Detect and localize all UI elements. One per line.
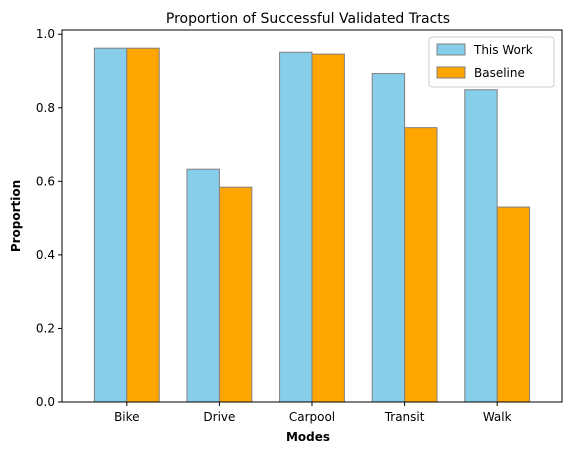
x-tick-label: Walk [483, 410, 512, 424]
bars-layer [93, 47, 531, 403]
y-tick-label: 0.4 [36, 248, 55, 262]
plot-area: 0.0 0.2 0.4 0.6 0.8 1.0 Bike Drive Carpool Trans… [36, 27, 563, 424]
x-tick-label: Carpool [289, 410, 335, 424]
bar-baseline-drive [218, 186, 253, 403]
bar-this-work-transit [371, 73, 406, 403]
bar-baseline-carpool [311, 53, 345, 403]
legend-swatch-this-work [436, 43, 466, 56]
bar-baseline-bike [126, 47, 160, 403]
x-tick-label: Drive [203, 410, 235, 424]
y-tick-label: 0.8 [36, 101, 55, 115]
bar-baseline-walk [496, 206, 531, 403]
y-tick-label: 0.6 [36, 174, 55, 188]
bar-this-work-carpool [279, 51, 313, 403]
y-axis-label: Proportion [9, 180, 23, 252]
y-ticks-layer: 0.0 0.2 0.4 0.6 0.8 1.0 [36, 27, 62, 409]
legend-swatch-baseline [436, 66, 466, 79]
y-tick-label: 0.0 [36, 395, 55, 409]
x-tick-label: Bike [114, 410, 139, 424]
x-ticks-layer: Bike Drive Carpool Transit Walk [114, 402, 512, 424]
chart-title: Proportion of Successful Validated Tract… [166, 11, 450, 27]
bar-this-work-bike [93, 47, 128, 403]
y-tick-label: 1.0 [36, 27, 55, 41]
bar-this-work-walk [464, 89, 498, 403]
x-axis-label: Modes [286, 430, 330, 444]
x-tick-label: Transit [384, 410, 425, 424]
y-tick-label: 0.2 [36, 321, 55, 335]
legend: This Work Baseline [428, 36, 555, 88]
bar-baseline-transit [404, 127, 438, 403]
legend-label-baseline: Baseline [474, 66, 525, 80]
bar-this-work-drive [186, 168, 220, 403]
legend-label-this-work: This Work [473, 43, 533, 57]
plot-frame [61, 29, 563, 403]
